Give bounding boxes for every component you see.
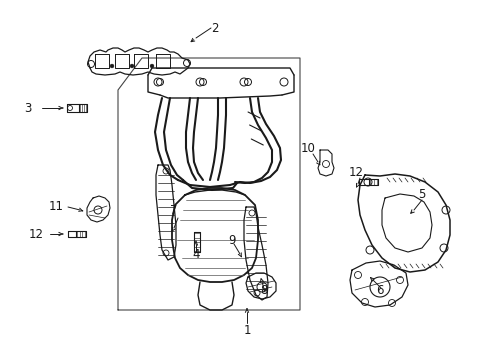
Text: 11: 11 [48,199,63,212]
Text: 12: 12 [28,228,43,240]
Text: 12: 12 [348,166,363,179]
Text: 2: 2 [211,22,218,35]
Circle shape [110,64,114,68]
Text: 7: 7 [170,203,177,216]
Circle shape [130,64,134,68]
Text: 8: 8 [260,284,267,297]
Text: 9: 9 [228,234,235,247]
Text: 6: 6 [375,284,383,297]
Circle shape [150,64,154,68]
Text: 1: 1 [243,324,250,337]
Text: 3: 3 [24,102,32,114]
Text: 4: 4 [192,248,199,261]
Text: 10: 10 [300,141,315,154]
Text: 5: 5 [417,188,425,201]
